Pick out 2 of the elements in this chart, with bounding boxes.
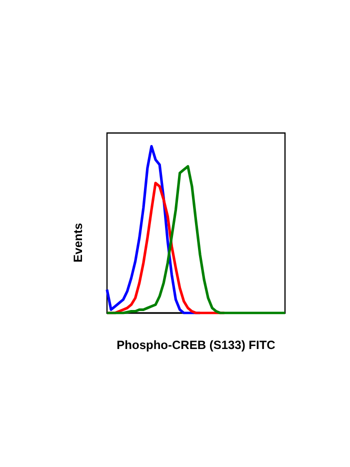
y-axis-title: Events [71,222,85,262]
x-axis-title: Phospho-CREB (S133) FITC [116,338,276,352]
